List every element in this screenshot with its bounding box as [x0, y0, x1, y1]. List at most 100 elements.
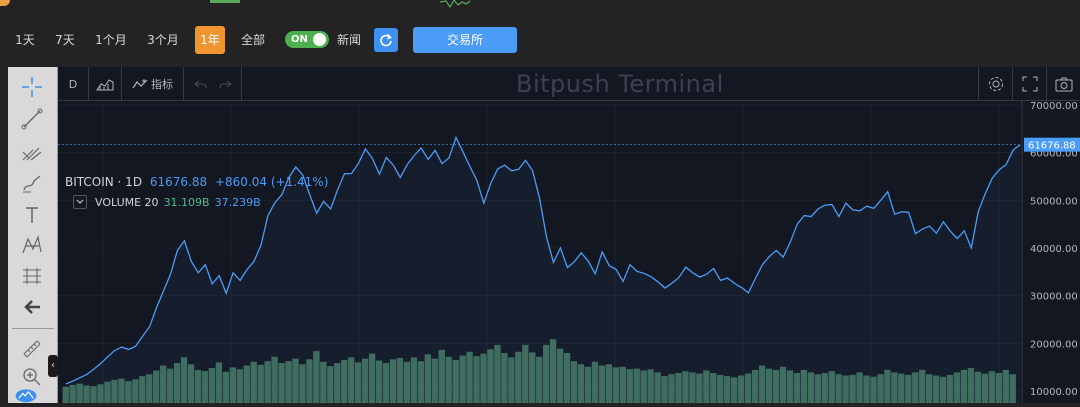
- volume-bar: [459, 355, 466, 403]
- volume-bar: [187, 364, 195, 403]
- bitcoin-logo-icon: [0, 0, 10, 6]
- volume-bar: [543, 344, 550, 403]
- toggle-knob: [313, 33, 326, 46]
- pattern-icon: [22, 234, 42, 254]
- volume-bar: [765, 368, 773, 403]
- news-toggle[interactable]: ON: [285, 31, 329, 48]
- volume-bar: [320, 361, 327, 403]
- crosshair-icon: [22, 77, 42, 97]
- volume-bar: [800, 369, 808, 403]
- trend-line-tool[interactable]: [20, 107, 44, 131]
- volume-bar: [556, 348, 564, 403]
- trend-line-icon: [21, 108, 43, 130]
- volume-bar: [758, 365, 766, 403]
- volume-bar: [487, 349, 494, 403]
- volume-bar: [515, 351, 522, 403]
- volume-bar: [668, 374, 675, 403]
- pitchfork-icon: [22, 147, 42, 161]
- volume-bar: [243, 365, 250, 403]
- tool-divider: [12, 328, 54, 329]
- volume-bar: [570, 361, 578, 403]
- volume-bar: [271, 356, 278, 403]
- price-legend: BITCOIN · 1D 61676.88 +860.04 (+1.41%): [65, 175, 328, 189]
- volume-bar: [863, 375, 870, 403]
- volume-bar: [501, 353, 508, 403]
- volume-ma-value: 37.239B: [214, 195, 261, 209]
- fullscreen-button[interactable]: [1012, 67, 1046, 101]
- undo-redo-icon[interactable]: [193, 78, 233, 90]
- volume-bar: [828, 371, 835, 403]
- volume-bar: [919, 369, 926, 403]
- volume-bar: [549, 339, 557, 403]
- volume-bar: [724, 376, 731, 403]
- range-7d[interactable]: 7天: [55, 33, 75, 47]
- chevron-down-icon: [76, 199, 84, 204]
- collapse-sidebar-button[interactable]: ‹: [48, 355, 58, 377]
- volume-bar: [278, 363, 285, 403]
- volume-bar: [292, 358, 299, 403]
- pitchfork-tool[interactable]: [20, 139, 44, 163]
- volume-bar: [640, 370, 647, 403]
- chart-type-button[interactable]: [89, 67, 122, 101]
- brush-tool[interactable]: [20, 171, 44, 195]
- volume-bar: [925, 374, 933, 403]
- volume-bar: [452, 359, 459, 403]
- volume-bar: [361, 358, 369, 403]
- indicator-icon: [132, 79, 148, 89]
- text-icon: [26, 207, 38, 223]
- volume-legend: VOLUME 20 31.109B 37.239B: [73, 195, 261, 209]
- settings-button[interactable]: [978, 67, 1012, 101]
- undo-redo-group: [184, 67, 242, 101]
- range-1m[interactable]: 1个月: [95, 33, 127, 47]
- volume-bar: [744, 373, 752, 403]
- volume-bar: [591, 361, 599, 403]
- range-1d[interactable]: 1天: [15, 33, 35, 47]
- volume-bar: [410, 357, 418, 403]
- watermark: Bitpush Terminal: [516, 70, 724, 98]
- collapse-legend-button[interactable]: [73, 195, 87, 209]
- price-axis-labels: 70000.00 60000.00 50000.00 40000.00 30000.00…: [1030, 101, 1078, 398]
- volume-bar: [960, 369, 968, 403]
- volume-bar: [166, 368, 174, 403]
- price-chart[interactable]: 70000.00 60000.00 50000.00 40000.00 30000.00…: [58, 101, 1080, 403]
- volume-bar: [612, 367, 619, 403]
- symbol-label: BITCOIN · 1D: [65, 175, 143, 189]
- volume-bar: [97, 384, 104, 403]
- volume-bar: [731, 377, 738, 403]
- volume-bar: [626, 369, 633, 403]
- volume-bar: [577, 364, 585, 403]
- refresh-button[interactable]: [374, 28, 398, 52]
- measure-tool[interactable]: [20, 337, 44, 361]
- sparkline-icon: [440, 0, 471, 8]
- volume-bar: [675, 373, 682, 403]
- volume-bar: [870, 376, 877, 403]
- volume-bar: [160, 365, 167, 403]
- zoom-tool[interactable]: [20, 365, 44, 389]
- volume-bar: [932, 375, 940, 403]
- range-3m[interactable]: 3个月: [147, 33, 179, 47]
- area-chart-icon: [96, 79, 114, 91]
- volume-bar: [264, 361, 271, 403]
- volume-bar: [946, 374, 954, 403]
- exchange-button[interactable]: 交易所: [413, 27, 517, 53]
- interval-button[interactable]: D: [58, 67, 89, 101]
- indicators-label: 指标: [151, 78, 173, 91]
- range-all[interactable]: 全部: [240, 33, 265, 47]
- volume-label: VOLUME 20: [95, 195, 159, 209]
- volume-bar: [647, 369, 654, 403]
- range-1y[interactable]: 1年: [195, 26, 225, 54]
- gear-icon: [988, 77, 1003, 91]
- pattern-tool[interactable]: [20, 233, 44, 257]
- prediction-tool[interactable]: [20, 264, 44, 288]
- text-tool[interactable]: [20, 203, 44, 227]
- crosshair-tool[interactable]: [20, 75, 44, 99]
- indicators-button[interactable]: 指标: [122, 67, 184, 101]
- volume-bar: [69, 384, 76, 403]
- y-tick-label: 50000.00: [1030, 196, 1078, 207]
- volume-bar: [208, 368, 216, 403]
- volume-bar: [396, 358, 404, 403]
- volume-bar: [710, 373, 717, 403]
- volume-bar: [201, 371, 209, 403]
- remove-tool[interactable]: [20, 295, 44, 319]
- screenshot-button[interactable]: [1046, 67, 1080, 101]
